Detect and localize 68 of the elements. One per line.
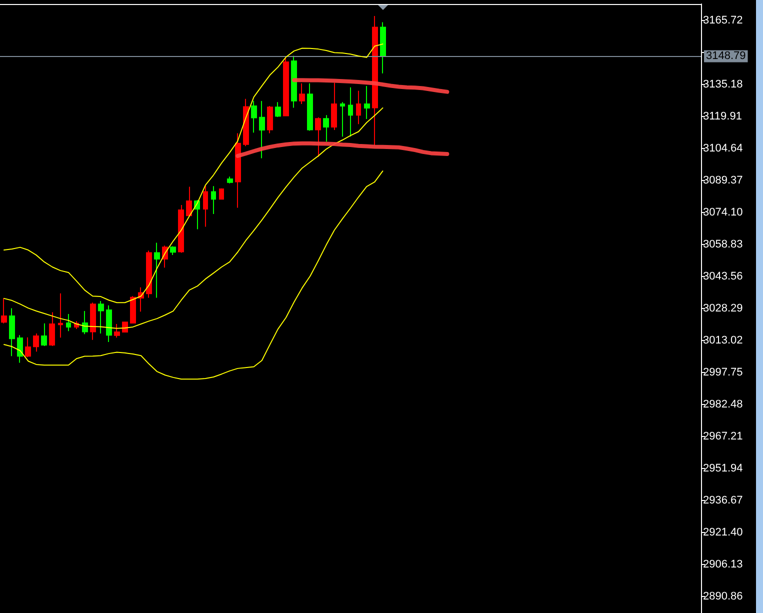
candlestick: [380, 22, 386, 74]
y-tick-label: 2951.94: [703, 462, 743, 475]
y-tick-label: 3135.18: [703, 78, 743, 91]
y-tick-label: 2906.13: [703, 558, 743, 571]
y-tick-label: 3104.64: [703, 142, 743, 155]
candlestick: [146, 250, 152, 298]
candlestick: [372, 15, 378, 146]
candlestick: [219, 188, 224, 200]
line-series: [4, 107, 384, 329]
y-tick-label: 3058.83: [703, 238, 743, 251]
candlestick: [364, 85, 370, 120]
y-tick-label: 3043.56: [703, 270, 743, 283]
candlestick: [49, 312, 55, 347]
candlestick: [82, 310, 88, 335]
line-series: [4, 44, 384, 304]
candlestick: [348, 86, 353, 138]
y-tick-label: 2967.21: [703, 430, 743, 443]
y-tick-label: 2936.67: [703, 494, 743, 507]
candlestick: [259, 100, 265, 159]
candlestick: [235, 132, 241, 208]
candlestick: [170, 246, 176, 256]
candlestick: [340, 102, 345, 138]
candlestick: [90, 302, 96, 340]
line-series: [236, 141, 450, 158]
candlestick: [122, 322, 128, 332]
candlestick: [323, 114, 329, 142]
line-series: [292, 78, 450, 94]
candlestick: [41, 322, 47, 347]
candlestick: [1, 298, 7, 324]
candlestick: [227, 176, 233, 184]
candlestick: [66, 313, 71, 332]
candlestick: [291, 55, 297, 108]
candlestick: [307, 82, 313, 132]
candlestick: [243, 98, 249, 147]
candlestick: [25, 336, 31, 358]
candlestick: [178, 204, 184, 254]
candlestick: [33, 332, 39, 352]
y-tick-label: 3013.02: [703, 334, 743, 347]
ref-line-label: 3148.79: [706, 50, 746, 62]
y-tick-label: 2921.40: [703, 526, 743, 539]
candlestick: [17, 334, 23, 364]
y-tick-label: 3089.37: [703, 174, 743, 187]
candlestick: [58, 292, 63, 338]
line-series: [4, 170, 384, 380]
candlestick: [331, 82, 337, 130]
candlestick: [130, 296, 136, 324]
candlestick: [275, 102, 281, 118]
candlestick: [203, 185, 208, 228]
candlestick: [98, 300, 104, 334]
candlestick: [114, 324, 120, 338]
candlestick: [186, 186, 192, 216]
y-tick-label: 2997.75: [703, 366, 743, 379]
candlestick: [267, 106, 273, 134]
candlestick: [9, 308, 15, 357]
candlestick: [283, 58, 289, 117]
y-tick-label: 2890.86: [703, 590, 743, 603]
candlestick: [315, 116, 321, 158]
candlestick: [356, 90, 361, 125]
candlestick: [251, 100, 257, 134]
y-tick-label: 3074.10: [703, 206, 743, 219]
candlestick: [154, 242, 160, 298]
y-tick-label: 3165.72: [703, 14, 743, 27]
candlestick: [299, 82, 305, 104]
y-tick-label: 3119.91: [703, 110, 742, 123]
y-tick-label: 3028.29: [703, 302, 743, 315]
y-tick-label: 2982.48: [703, 398, 743, 411]
candlestick: [106, 304, 112, 343]
candlestick: [211, 186, 216, 214]
